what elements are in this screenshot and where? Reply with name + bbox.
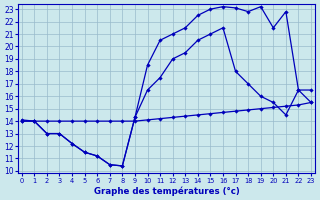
X-axis label: Graphe des températures (°c): Graphe des températures (°c): [93, 186, 239, 196]
